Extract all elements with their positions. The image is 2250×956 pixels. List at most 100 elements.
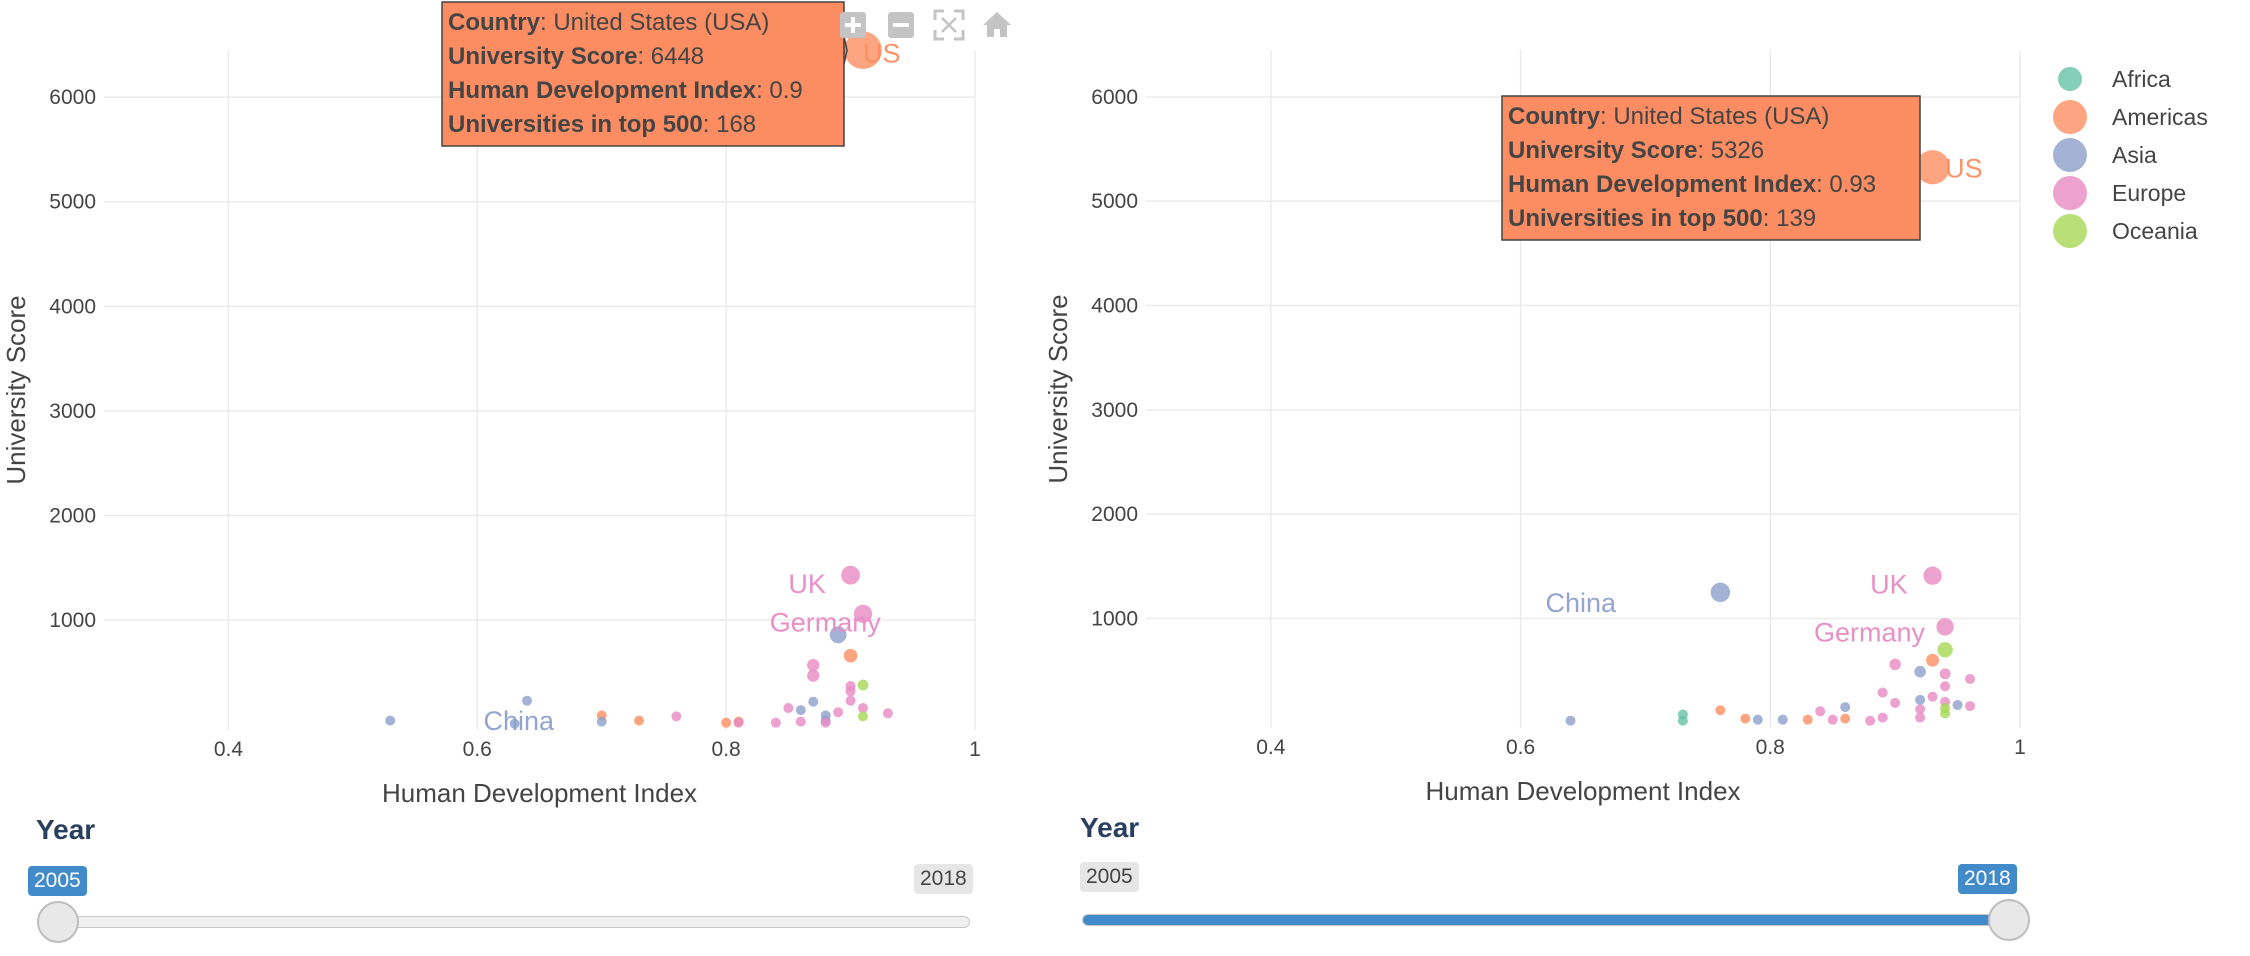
legend-label: Asia — [2112, 141, 2157, 168]
year-slider-handle[interactable] — [1988, 899, 2030, 941]
y-tick-label: 6000 — [1091, 86, 1138, 109]
data-point[interactable] — [1890, 697, 1901, 708]
data-point[interactable] — [596, 716, 607, 727]
data-point[interactable] — [841, 565, 860, 585]
data-point[interactable] — [845, 695, 856, 706]
data-point[interactable] — [1940, 681, 1951, 692]
data-point[interactable] — [845, 686, 856, 697]
legend-marker-asia — [2053, 138, 2087, 172]
y-tick-label: 5000 — [49, 191, 96, 214]
year-slider-handle[interactable] — [37, 901, 79, 943]
data-point[interactable] — [808, 696, 819, 707]
zoom-out-icon[interactable] — [884, 8, 918, 42]
data-point[interactable] — [853, 604, 873, 624]
data-point[interactable] — [1877, 687, 1888, 698]
data-point[interactable] — [1840, 702, 1851, 713]
data-point[interactable] — [857, 679, 869, 691]
data-point[interactable] — [1937, 642, 1953, 658]
data-point[interactable] — [844, 31, 882, 70]
autoscale-icon[interactable] — [932, 8, 966, 42]
tooltip-key: University Score — [448, 43, 637, 70]
scatter-chart-right[interactable]: 0.4 0.6 0.8 1 1000 2000 3000 4000 5000 6000 Human … — [1040, 0, 2080, 806]
tooltip-value: : 6448 — [637, 43, 704, 70]
data-point[interactable] — [1815, 706, 1826, 717]
data-point[interactable] — [1827, 714, 1838, 725]
data-point[interactable] — [833, 707, 844, 718]
data-point[interactable] — [1952, 700, 1963, 711]
data-point[interactable] — [1889, 658, 1901, 671]
slider-current-badge: 2005 — [28, 866, 87, 896]
tooltip-row: Human Development Index: 0.93 — [1508, 171, 1876, 198]
data-point[interactable] — [1865, 715, 1876, 726]
points — [1565, 150, 1976, 726]
data-point[interactable] — [1840, 713, 1851, 724]
legend-item-asia[interactable]: Asia — [2053, 136, 2208, 174]
data-point[interactable] — [858, 703, 869, 714]
data-point[interactable] — [733, 717, 744, 728]
data-point[interactable] — [1940, 708, 1951, 719]
data-point[interactable] — [820, 717, 831, 728]
x-tick-label: 0.6 — [1506, 736, 1535, 759]
tooltip-key: Universities in top 500 — [448, 111, 703, 138]
data-point[interactable] — [882, 708, 893, 719]
data-point[interactable] — [1915, 150, 1950, 185]
data-point[interactable] — [1677, 715, 1688, 726]
data-point[interactable] — [795, 716, 806, 727]
data-point[interactable] — [1710, 582, 1731, 603]
data-point[interactable] — [1939, 668, 1951, 680]
slider-min-label: 2005 — [1080, 862, 1139, 892]
country-label: Germany — [1814, 617, 1926, 647]
x-tick-label: 0.8 — [1756, 736, 1785, 759]
data-point[interactable] — [1777, 714, 1788, 725]
data-point[interactable] — [1915, 704, 1926, 715]
zoom-in-icon[interactable] — [836, 8, 870, 42]
data-point[interactable] — [1740, 713, 1751, 724]
data-point[interactable] — [1715, 705, 1726, 716]
y-axis-label: University Score — [1, 295, 31, 484]
data-point[interactable] — [509, 718, 520, 729]
data-point[interactable] — [1915, 712, 1926, 723]
data-point[interactable] — [1915, 694, 1926, 705]
data-point[interactable] — [1914, 665, 1926, 678]
data-point[interactable] — [1927, 691, 1938, 702]
data-point[interactable] — [1923, 566, 1942, 585]
legend-item-oceania[interactable]: Oceania — [2053, 212, 2208, 250]
legend-item-africa[interactable]: Africa — [2056, 60, 2208, 98]
data-point[interactable] — [795, 705, 806, 716]
data-point[interactable] — [770, 717, 781, 728]
x-tick-label: 0.4 — [1256, 736, 1286, 759]
data-point[interactable] — [1877, 712, 1888, 723]
data-point[interactable] — [807, 658, 820, 672]
data-point[interactable] — [783, 703, 794, 714]
data-point[interactable] — [522, 695, 533, 706]
data-point[interactable] — [829, 626, 847, 644]
country-label: US — [863, 39, 901, 69]
legend-item-europe[interactable]: Europe — [2053, 174, 2208, 212]
data-point[interactable] — [1965, 701, 1976, 712]
data-point[interactable] — [1936, 618, 1954, 636]
scatter-chart-left[interactable]: 0.4 0.6 0.8 1 1000 2000 3000 4000 5000 6000 Human … — [0, 0, 1040, 808]
year-slider-fill — [1083, 915, 2013, 925]
data-point[interactable] — [385, 715, 396, 726]
data-point[interactable] — [1965, 673, 1976, 684]
legend-label: Americas — [2112, 103, 2208, 130]
legend-item-americas[interactable]: Americas — [2053, 98, 2208, 136]
legend-marker-americas — [2053, 100, 2087, 134]
data-point[interactable] — [634, 715, 645, 726]
data-point[interactable] — [721, 717, 732, 728]
data-point[interactable] — [1802, 714, 1813, 725]
slider-current-badge: 2018 — [1958, 864, 2017, 894]
data-point[interactable] — [807, 669, 820, 682]
data-point[interactable] — [858, 711, 869, 722]
data-point[interactable] — [671, 711, 682, 722]
data-point[interactable] — [843, 648, 858, 663]
year-slider-track[interactable] — [1082, 914, 2014, 926]
home-icon[interactable] — [980, 8, 1014, 42]
data-point[interactable] — [1565, 715, 1576, 726]
tooltip-row: University Score: 5326 — [1508, 137, 1764, 164]
chart-panel-right: 0.4 0.6 0.8 1 1000 2000 3000 4000 5000 6000 Human … — [1040, 0, 2250, 956]
data-point[interactable] — [1926, 653, 1940, 667]
chart-panel-left: 0.4 0.6 0.8 1 1000 2000 3000 4000 5000 6000 Human … — [0, 0, 1040, 956]
data-point[interactable] — [1752, 714, 1763, 725]
year-slider-track[interactable] — [38, 916, 970, 928]
